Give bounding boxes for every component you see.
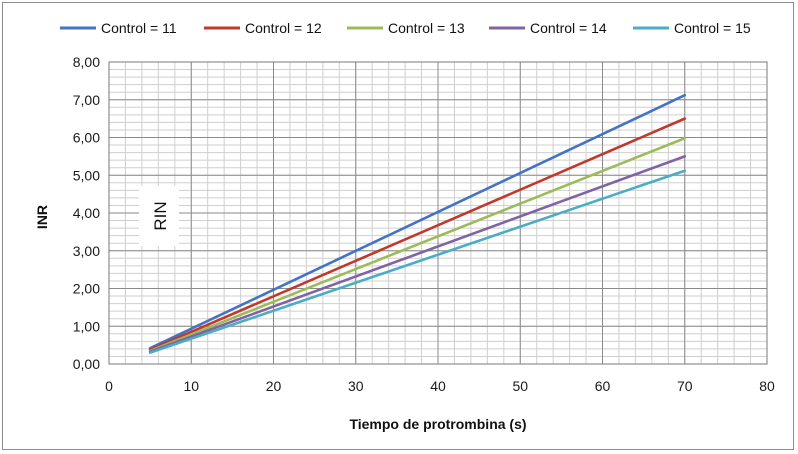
chart-frame: 0,00 1,00 2,00 3,00 4,00 5,00 6,00 7,00 8,00 0 10… <box>2 2 794 450</box>
y-tick-label: 4,00 <box>73 205 100 221</box>
annotation-label: RIN <box>151 201 170 230</box>
y-tick-label: 2,00 <box>73 281 100 297</box>
x-tick-label: 40 <box>430 378 446 394</box>
legend-label: Control = 11 <box>101 20 177 36</box>
annotation-box: RIN <box>139 186 179 246</box>
plot-area-border <box>108 61 768 365</box>
y-tick-label: 7,00 <box>73 92 100 108</box>
legend-label: Control = 13 <box>388 20 465 36</box>
x-tick-label: 30 <box>348 378 364 394</box>
x-tick-label: 80 <box>759 378 775 394</box>
annotation-background <box>139 186 179 246</box>
x-tick-label: 60 <box>595 378 611 394</box>
y-tick-label: 8,00 <box>73 54 100 70</box>
y-tick-label: 3,00 <box>73 243 100 259</box>
legend-label: Control = 12 <box>245 20 322 36</box>
x-tick-label: 50 <box>512 378 528 394</box>
x-tick-label: 10 <box>183 378 199 394</box>
y-axis-tick-labels: 0,00 1,00 2,00 3,00 4,00 5,00 6,00 7,00 8,00 <box>73 54 100 372</box>
x-tick-label: 20 <box>266 378 282 394</box>
series-line-14 <box>148 155 687 353</box>
series-lines <box>148 93 687 354</box>
x-tick-label: 0 <box>105 378 113 394</box>
series-line-15 <box>148 169 687 354</box>
series-line-11 <box>148 93 687 350</box>
y-tick-label: 5,00 <box>73 167 100 183</box>
x-axis-tick-labels: 0 10 20 30 40 50 60 70 80 <box>105 378 775 394</box>
legend-label: Control = 15 <box>674 20 751 36</box>
line-chart: 0,00 1,00 2,00 3,00 4,00 5,00 6,00 7,00 8,00 0 10… <box>34 20 775 432</box>
y-tick-label: 0,00 <box>73 356 100 372</box>
y-axis-title: INR <box>34 205 50 229</box>
x-axis-title: Tiempo de protrombina (s) <box>349 416 526 432</box>
legend: Control = 11 Control = 12 Control = 13 Cont… <box>60 20 751 36</box>
x-tick-label: 70 <box>677 378 693 394</box>
series-line-12 <box>148 117 687 351</box>
y-tick-label: 6,00 <box>73 130 100 146</box>
series-line-13 <box>148 136 687 353</box>
legend-label: Control = 14 <box>530 20 607 36</box>
y-tick-label: 1,00 <box>73 318 100 334</box>
